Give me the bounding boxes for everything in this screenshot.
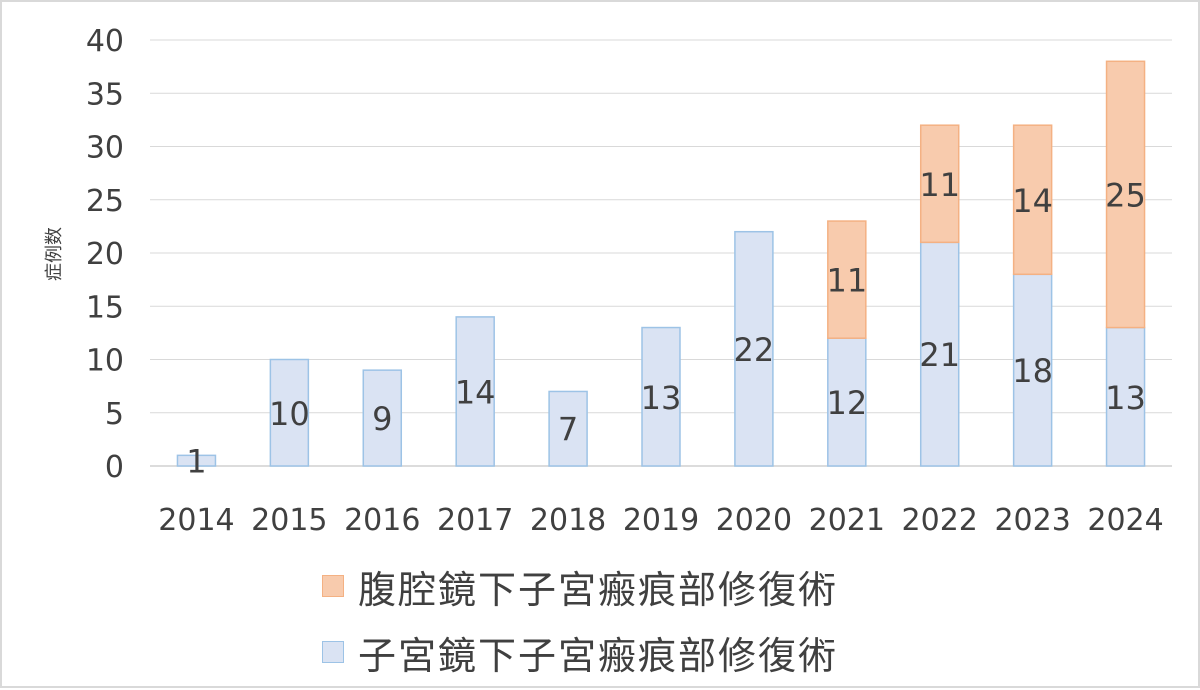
y-axis-title: 症例数 bbox=[44, 227, 65, 281]
x-tick-label: 2024 bbox=[1087, 503, 1163, 538]
y-tick-label: 20 bbox=[86, 237, 124, 272]
bar-laparoscopic bbox=[919, 124, 960, 244]
y-tick-label: 25 bbox=[86, 184, 124, 219]
x-tick-label: 2019 bbox=[623, 503, 699, 538]
y-tick-label: 35 bbox=[86, 77, 124, 112]
bar-laparoscopic bbox=[1105, 60, 1146, 329]
data-label: 10 bbox=[269, 395, 310, 433]
x-tick-label: 2021 bbox=[809, 503, 885, 538]
gridlines bbox=[150, 39, 1172, 467]
x-tick-label: 2016 bbox=[344, 503, 420, 538]
data-label: 11 bbox=[826, 262, 867, 300]
y-tick-label: 30 bbox=[86, 131, 124, 166]
bar-hysteroscopic bbox=[919, 241, 960, 467]
x-tick-label: 2018 bbox=[530, 503, 606, 538]
data-label: 11 bbox=[919, 166, 960, 204]
legend-swatch-laparoscopic bbox=[322, 575, 344, 597]
legend-entry-hysteroscopic: 子宮鏡下子宮瘢痕部修復術 bbox=[322, 622, 1082, 682]
data-label: 14 bbox=[455, 373, 496, 411]
data-label: 13 bbox=[641, 379, 682, 417]
bars bbox=[176, 60, 1146, 467]
data-label: 22 bbox=[734, 331, 775, 369]
legend-label-laparoscopic: 腹腔鏡下子宮瘢痕部修復術 bbox=[358, 567, 839, 612]
x-tick-label: 2017 bbox=[437, 503, 513, 538]
bar-hysteroscopic bbox=[455, 316, 495, 467]
bar-laparoscopic bbox=[1012, 124, 1053, 276]
data-label: 14 bbox=[1012, 182, 1053, 220]
data-label: 12 bbox=[826, 384, 867, 422]
y-tick-label: 5 bbox=[105, 397, 124, 432]
data-label: 7 bbox=[558, 411, 578, 449]
bar-laparoscopic bbox=[827, 220, 867, 339]
x-axis-ticks: 2014 2015 2016 2017 2018 2019 2020 2021 2022 2023… bbox=[158, 503, 1163, 538]
bar-hysteroscopic bbox=[734, 230, 774, 467]
x-tick-label: 2014 bbox=[158, 503, 234, 538]
data-label: 18 bbox=[1012, 352, 1053, 390]
bar-hysteroscopic bbox=[641, 326, 681, 467]
data-labels: 1 10 9 14 7 13 22 12 11 21 11 18 14 13 25 bbox=[186, 166, 1146, 481]
y-axis-ticks: 0 5 10 15 20 25 30 35 40 bbox=[86, 24, 124, 485]
legend-entry-laparoscopic: 腹腔鏡下子宮瘢痕部修復術 bbox=[322, 556, 1082, 616]
y-tick-label: 40 bbox=[86, 24, 124, 59]
bar-hysteroscopic bbox=[176, 454, 217, 467]
bar-hysteroscopic bbox=[827, 337, 867, 467]
y-tick-label: 0 bbox=[105, 450, 124, 485]
legend-swatch-hysteroscopic bbox=[322, 641, 344, 663]
x-tick-label: 2015 bbox=[251, 503, 327, 538]
y-tick-label: 10 bbox=[86, 344, 124, 379]
data-label: 9 bbox=[372, 400, 392, 438]
x-tick-label: 2020 bbox=[716, 503, 792, 538]
bar-hysteroscopic bbox=[548, 390, 588, 467]
bar-hysteroscopic bbox=[362, 369, 403, 467]
x-tick-label: 2022 bbox=[902, 503, 978, 538]
bar-hysteroscopic bbox=[1105, 326, 1146, 467]
data-label: 13 bbox=[1105, 379, 1146, 417]
bar-hysteroscopic bbox=[269, 358, 310, 467]
data-label: 21 bbox=[919, 336, 960, 374]
y-tick-label: 15 bbox=[86, 290, 124, 325]
data-label: 1 bbox=[186, 443, 206, 481]
x-tick-label: 2023 bbox=[994, 503, 1070, 538]
legend-label-hysteroscopic: 子宮鏡下子宮瘢痕部修復術 bbox=[358, 633, 839, 678]
data-label: 25 bbox=[1105, 176, 1146, 214]
bar-hysteroscopic bbox=[1012, 273, 1053, 467]
